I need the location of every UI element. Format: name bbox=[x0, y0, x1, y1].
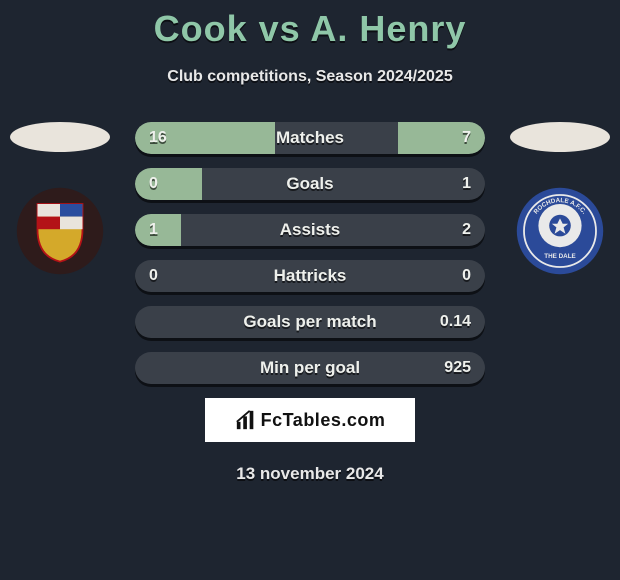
stat-value-left: 0 bbox=[149, 260, 158, 292]
stat-value-right: 925 bbox=[444, 352, 471, 384]
stat-fill-right bbox=[398, 122, 486, 154]
footer-date: 13 november 2024 bbox=[0, 464, 620, 484]
branding-badge: FcTables.com bbox=[205, 398, 415, 442]
stat-row: 167Matches bbox=[135, 122, 485, 154]
content-area: THE DALE ROCHDALE A.F.C. 167Matches01Goa… bbox=[0, 122, 620, 484]
stat-value-left: 1 bbox=[149, 214, 158, 246]
right-team-column: THE DALE ROCHDALE A.F.C. bbox=[500, 122, 620, 276]
branding-chart-icon bbox=[235, 409, 257, 431]
right-team-crest: THE DALE ROCHDALE A.F.C. bbox=[515, 186, 605, 276]
left-team-crest bbox=[15, 186, 105, 276]
stat-value-right: 0 bbox=[462, 260, 471, 292]
stat-label: Assists bbox=[135, 214, 485, 246]
stat-fill-left bbox=[135, 168, 202, 200]
stat-value-right: 0.14 bbox=[440, 306, 471, 338]
stat-row: 925Min per goal bbox=[135, 352, 485, 384]
page-title: Cook vs A. Henry bbox=[0, 0, 620, 50]
stat-value-right: 2 bbox=[462, 214, 471, 246]
stat-value-left: 0 bbox=[149, 168, 158, 200]
stat-row: 0.14Goals per match bbox=[135, 306, 485, 338]
stat-label: Goals per match bbox=[135, 306, 485, 338]
stat-value-left: 16 bbox=[149, 122, 167, 154]
stats-container: 167Matches01Goals12Assists00Hattricks0.1… bbox=[135, 122, 485, 384]
page-subtitle: Club competitions, Season 2024/2025 bbox=[0, 68, 620, 86]
stat-value-right: 1 bbox=[462, 168, 471, 200]
stat-value-right: 7 bbox=[462, 122, 471, 154]
branding-text: FcTables.com bbox=[261, 410, 386, 431]
stat-row: 01Goals bbox=[135, 168, 485, 200]
stat-label: Min per goal bbox=[135, 352, 485, 384]
svg-text:THE DALE: THE DALE bbox=[544, 253, 576, 260]
left-team-column bbox=[0, 122, 120, 276]
stat-label: Hattricks bbox=[135, 260, 485, 292]
left-player-oval bbox=[10, 122, 110, 152]
stat-row: 0 0Hattricks bbox=[135, 260, 485, 292]
right-player-oval bbox=[510, 122, 610, 152]
stat-row: 1 2Assists bbox=[135, 214, 485, 246]
